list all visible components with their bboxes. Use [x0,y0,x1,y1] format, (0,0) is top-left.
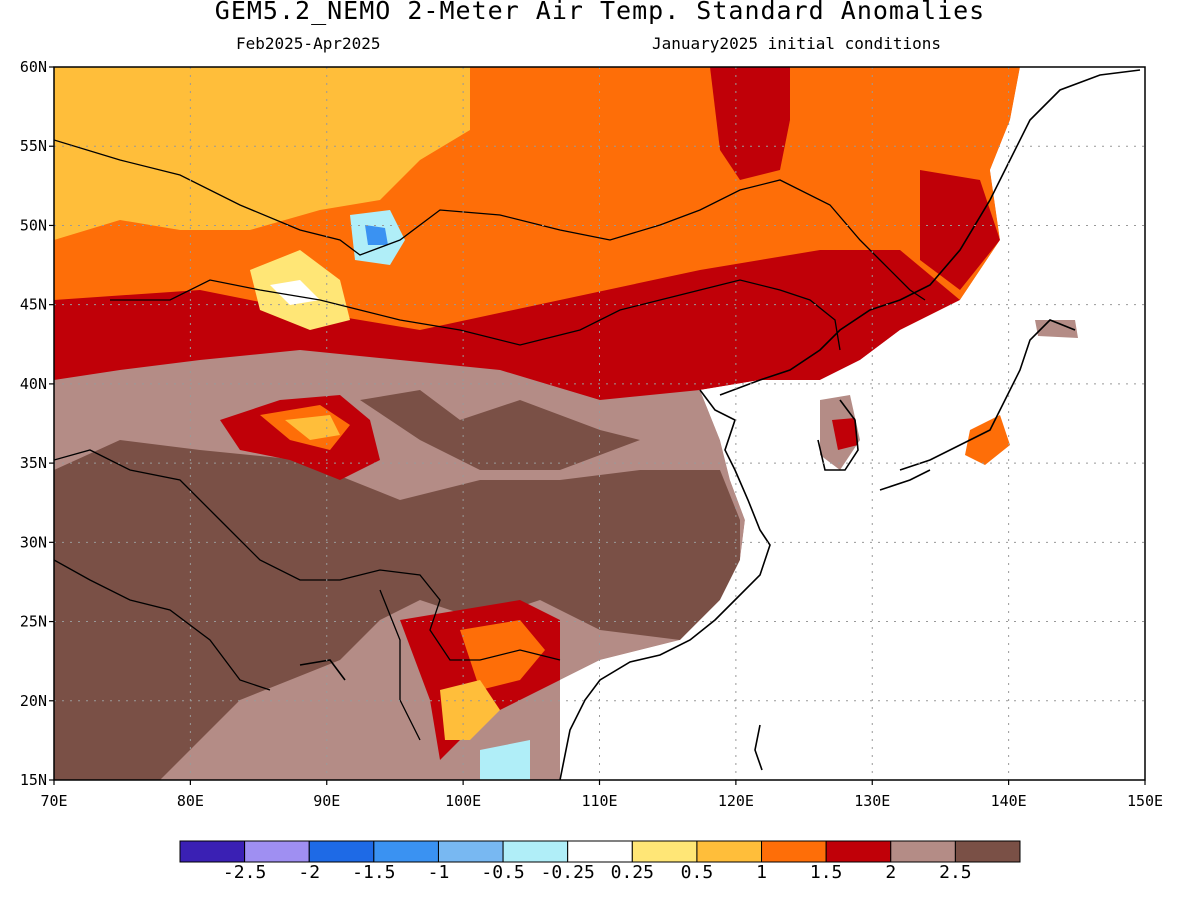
colorbar-swatch [696,840,763,863]
colorbar-label: -2 [298,862,321,883]
graticule [54,67,1145,780]
country-borders [54,139,926,741]
lon-label: 100E [445,792,481,810]
colorbar-swatch [567,840,633,863]
colorbar-swatch [825,840,892,863]
region-light-warm [54,67,470,240]
lon-label: 90E [313,792,340,810]
axis-ticks [49,66,1146,785]
colorbar-swatch [502,840,569,863]
lon-label: 80E [177,792,204,810]
region-ocean-south [54,690,120,780]
colorbar-swatch [308,840,375,863]
colorbar-label: 1 [756,862,767,883]
colorbar-swatch [179,840,246,863]
region-red-belt [54,250,960,400]
region-japan [965,415,1010,465]
lat-label: 50N [20,216,47,234]
map-title: GEM5.2_NEMO 2-Meter Air Temp. Standard A… [214,0,986,25]
lat-label: 55N [20,137,47,155]
lat-label: 15N [20,771,47,789]
lon-label: 110E [581,792,617,810]
anomaly-field [54,67,1145,780]
colorbar-label: 1.5 [809,862,843,883]
lat-label: 35N [20,454,47,472]
lat-label: 30N [20,533,47,551]
longitude-labels: 70E 80E 90E 100E 110E 120E 130E 140E 150E [40,792,1163,810]
lat-label: 60N [20,58,47,76]
coastlines [299,69,1141,780]
lon-label: 70E [40,792,67,810]
colorbar-swatch [954,840,1021,863]
colorbar-swatch [761,840,827,863]
colorbar-swatch [890,840,956,863]
colorbar-swatch [631,840,698,863]
colorbar-swatch [244,840,310,863]
region-dark-mid [360,390,640,470]
lat-label: 25N [20,613,47,631]
lon-label: 140E [991,792,1027,810]
lat-label: 45N [20,296,47,314]
colorbar [179,840,1021,863]
region-red-northeast [710,67,790,180]
colorbar-swatch [373,840,439,863]
region-red-east [920,170,1000,290]
lon-label: 120E [718,792,754,810]
latitude-labels: 15N 20N 25N 30N 35N 40N 45N 50N 55N 60N [20,58,47,789]
colorbar-label: -1.5 [352,862,396,883]
colorbar-label: 2 [885,862,897,883]
colorbar-label: 0.5 [680,862,714,883]
colorbar-label: 2.5 [939,862,972,883]
colorbar-label: -0.5 [481,862,525,883]
colorbar-label: -2.5 [222,862,267,883]
colorbar-label: -0.25 [540,862,595,883]
valid-period: Feb2025-Apr2025 [236,34,381,53]
colorbar-label: -1 [427,862,450,883]
lat-label: 40N [20,375,47,393]
lon-label: 130E [854,792,890,810]
colorbar-swatch [437,840,504,863]
colorbar-label: 0.25 [610,862,654,883]
lon-label: 150E [1127,792,1163,810]
initial-conditions: January2025 initial conditions [652,34,941,53]
lat-label: 20N [20,692,47,710]
